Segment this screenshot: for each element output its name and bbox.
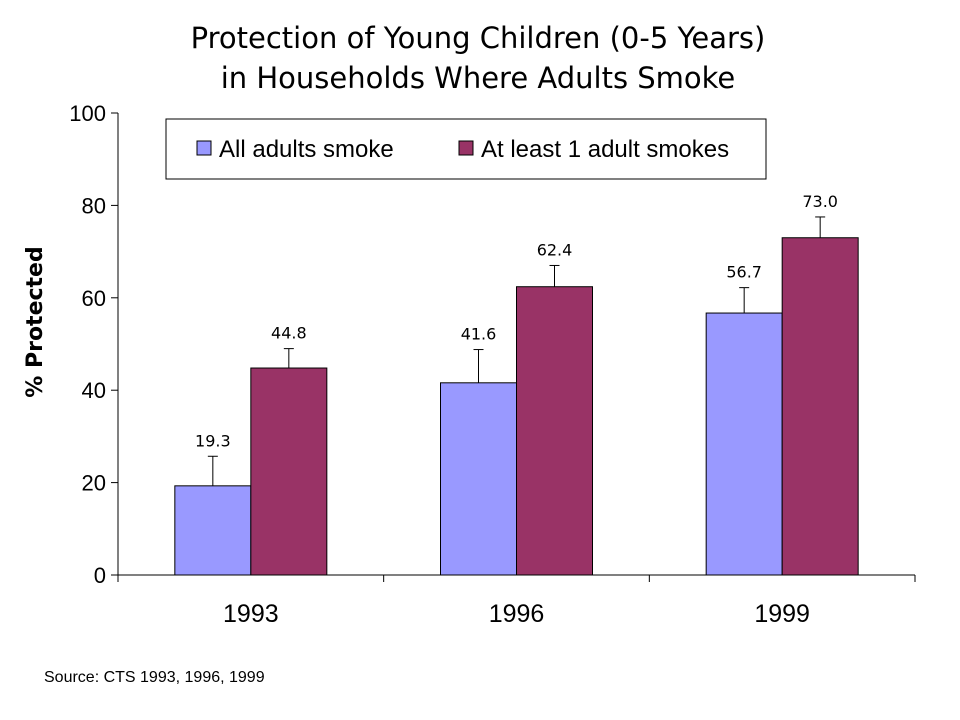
bar — [174, 485, 252, 576]
chart-title-line-2: in Households Where Adults Smoke — [221, 61, 736, 95]
x-tick-labels: 1993 1996 1999 — [223, 600, 810, 628]
x-tick-label: 1999 — [754, 600, 810, 628]
y-tick-label: 100 — [69, 101, 106, 126]
y-axis-label: % Protected — [23, 246, 48, 397]
source-note: Source: CTS 1993, 1996, 1999 — [44, 669, 265, 686]
error-bars — [207, 216, 826, 486]
bar — [250, 367, 328, 576]
y-tick-label: 40 — [82, 378, 106, 403]
y-tick-label: 0 — [94, 563, 106, 588]
chart-title: Protection of Young Children (0-5 Years)… — [191, 21, 766, 95]
x-tick-label: 1996 — [489, 600, 545, 628]
legend-swatch-at-least-one — [458, 140, 474, 156]
data-label: 73.0 — [802, 192, 838, 211]
chart-title-line-1: Protection of Young Children (0-5 Years) — [191, 21, 766, 55]
bar — [705, 312, 783, 576]
data-label: 62.4 — [537, 240, 573, 259]
bars — [174, 237, 859, 576]
y-tick-label: 60 — [82, 286, 106, 311]
bar — [781, 237, 859, 576]
bar — [516, 286, 593, 576]
y-tick-labels: 0 20 40 60 80 100 — [69, 101, 106, 588]
data-label: 19.3 — [195, 431, 231, 450]
x-tick-label: 1993 — [223, 600, 279, 628]
data-label: 44.8 — [271, 324, 307, 343]
legend-label-at-least-one: At least 1 adult smokes — [481, 136, 729, 163]
legend-label-all-adults: All adults smoke — [219, 136, 394, 163]
y-tick-label: 80 — [82, 193, 106, 218]
legend-swatch-all-adults — [196, 140, 212, 156]
data-labels: 19.3 44.8 41.6 62.4 56.7 73.0 — [195, 192, 838, 450]
legend: All adults smoke At least 1 adult smokes — [165, 118, 767, 180]
data-label: 41.6 — [461, 325, 497, 344]
data-label: 56.7 — [726, 263, 762, 282]
y-tick-label: 20 — [82, 471, 106, 496]
bar — [440, 382, 517, 576]
